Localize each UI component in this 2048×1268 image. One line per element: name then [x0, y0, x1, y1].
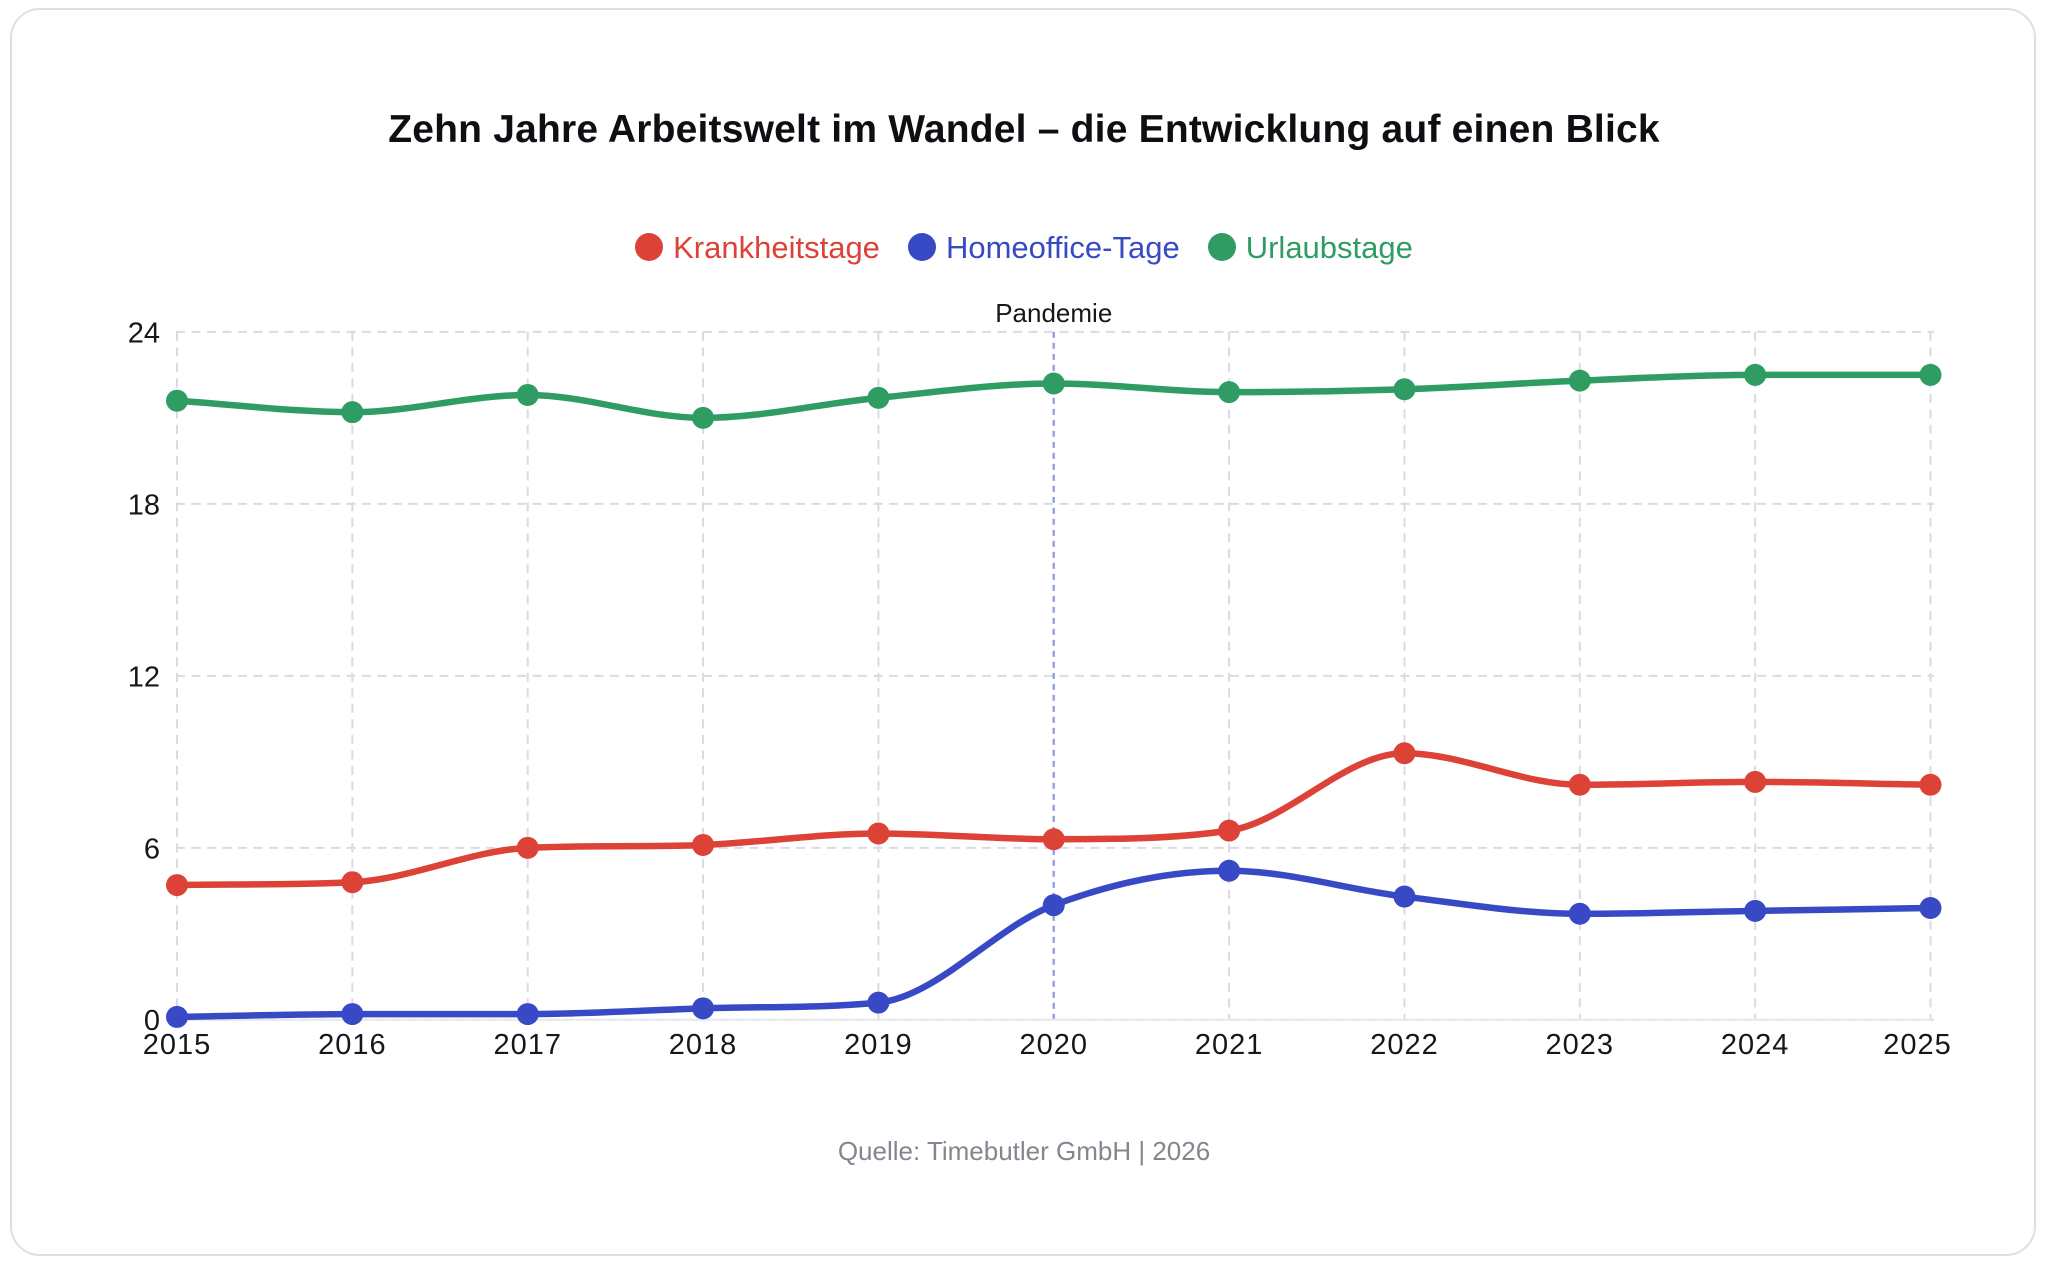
legend-dot-icon — [635, 233, 664, 261]
data-point-homeoffice-tage — [1042, 894, 1065, 917]
chart-title: Zehn Jahre Arbeitswelt im Wandel – die E… — [388, 108, 1660, 151]
data-point-homeoffice-tage — [1393, 885, 1416, 908]
x-tick-label: 2020 — [1019, 1029, 1088, 1061]
data-point-krankheitstage — [1568, 773, 1591, 796]
y-tick-label: 12 — [128, 661, 160, 693]
x-tick-label: 2025 — [1883, 1029, 1952, 1061]
data-point-urlaubstage — [1568, 369, 1591, 392]
y-tick-label: 24 — [128, 317, 160, 349]
x-tick-label: 2015 — [143, 1029, 212, 1061]
data-point-urlaubstage — [166, 389, 188, 412]
legend-item-homeoffice-tage[interactable]: Homeoffice-Tage — [907, 229, 1180, 265]
data-point-urlaubstage — [1744, 363, 1767, 386]
data-point-krankheitstage — [1744, 770, 1767, 793]
data-point-urlaubstage — [1919, 363, 1942, 386]
data-point-homeoffice-tage — [1919, 897, 1942, 920]
x-tick-label: 2022 — [1370, 1029, 1439, 1061]
x-tick-label: 2019 — [844, 1029, 913, 1061]
data-point-homeoffice-tage — [867, 991, 890, 1014]
data-point-urlaubstage — [1393, 378, 1416, 401]
data-point-urlaubstage — [1042, 372, 1065, 395]
source-caption: Quelle: Timebutler GmbH | 2026 — [837, 1136, 1211, 1166]
data-point-krankheitstage — [1042, 828, 1065, 851]
data-point-krankheitstage — [516, 836, 539, 859]
legend-label: Urlaubstage — [1245, 229, 1413, 265]
data-point-urlaubstage — [341, 401, 364, 424]
data-point-urlaubstage — [1218, 381, 1241, 404]
data-point-krankheitstage — [867, 822, 890, 845]
legend-label: Homeoffice-Tage — [945, 229, 1180, 265]
data-point-homeoffice-tage — [692, 997, 715, 1020]
x-tick-label: 2023 — [1546, 1029, 1615, 1061]
annotation-label: Pandemie — [995, 298, 1112, 328]
data-point-urlaubstage — [516, 383, 539, 406]
data-point-krankheitstage — [341, 871, 364, 894]
data-point-homeoffice-tage — [341, 1003, 364, 1026]
y-tick-label: 18 — [128, 489, 160, 521]
data-point-homeoffice-tage — [1218, 859, 1241, 882]
data-point-krankheitstage — [1919, 773, 1942, 796]
x-tick-label: 2017 — [493, 1029, 562, 1061]
data-point-urlaubstage — [867, 386, 890, 409]
x-tick-label: 2024 — [1721, 1029, 1790, 1061]
data-point-homeoffice-tage — [166, 1005, 188, 1028]
x-tick-label: 2018 — [669, 1029, 738, 1061]
legend-label: Krankheitstage — [673, 229, 880, 265]
legend-dot-icon — [907, 233, 936, 261]
x-tick-label: 2021 — [1195, 1029, 1264, 1061]
data-point-krankheitstage — [1393, 742, 1416, 765]
data-point-krankheitstage — [692, 833, 715, 856]
x-tick-label: 2016 — [318, 1029, 387, 1061]
data-point-krankheitstage — [166, 874, 188, 897]
legend-dot-icon — [1207, 233, 1236, 261]
y-tick-label: 0 — [144, 1005, 160, 1037]
data-point-homeoffice-tage — [1744, 899, 1767, 922]
legend-item-urlaubstage[interactable]: Urlaubstage — [1207, 229, 1413, 265]
chart-card — [10, 8, 2036, 1256]
data-point-homeoffice-tage — [1568, 902, 1591, 925]
data-point-urlaubstage — [692, 406, 715, 429]
chart-legend: Krankheitstage Homeoffice-Tage Urlaubstage — [0, 229, 2048, 265]
data-point-krankheitstage — [1218, 819, 1241, 842]
data-point-homeoffice-tage — [516, 1003, 539, 1026]
y-tick-label: 6 — [144, 833, 160, 865]
legend-item-krankheitstage[interactable]: Krankheitstage — [635, 232, 880, 263]
